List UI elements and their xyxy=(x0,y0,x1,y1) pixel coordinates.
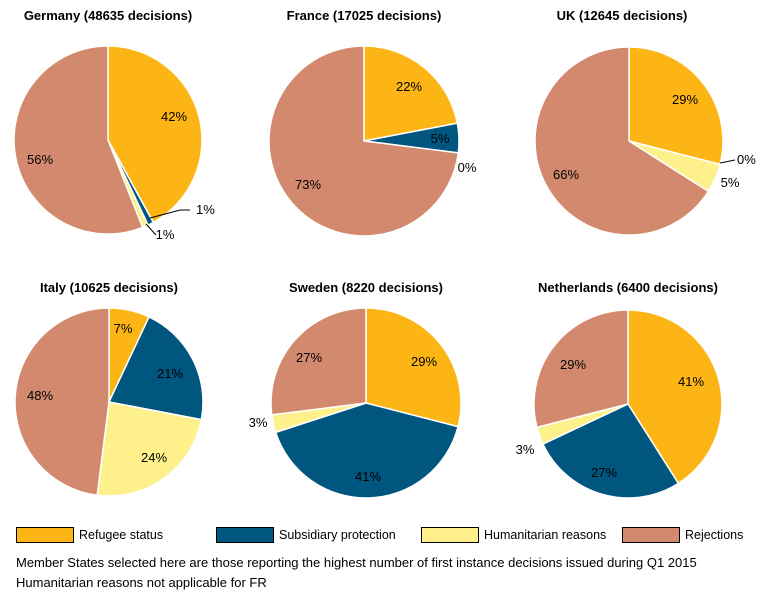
pie-slice-italy-humanitarian-reasons xyxy=(96,401,203,497)
pie-label-germany-subsidiary-protection: 1% xyxy=(196,202,215,217)
pie-label-italy-subsidiary-protection: 21% xyxy=(157,366,183,381)
pie-netherlands: Netherlands (6400 decisions) 41% 27% 3% 29% xyxy=(516,280,723,499)
legend: Refugee status Subsidiary protection Hum… xyxy=(16,526,761,546)
pie-label-uk-subsidiary-protection: 0% xyxy=(737,152,756,167)
pie-label-uk-rejections: 66% xyxy=(553,167,579,182)
pie-title-netherlands: Netherlands (6400 decisions) xyxy=(538,280,718,295)
pie-germany: Germany (48635 decisions) 42% 1% 1% 56% xyxy=(13,8,215,242)
pie-slice-netherlands-rejections xyxy=(533,309,629,429)
pie-label-germany-refugee-status: 42% xyxy=(161,109,187,124)
pie-label-france-rejections: 73% xyxy=(295,177,321,192)
pie-charts-grid: Germany (48635 decisions) 42% 1% 1% 56% Franc… xyxy=(13,8,756,499)
pie-slice-sweden-subsidiary-protection xyxy=(274,402,459,499)
pie-label-sweden-humanitarian-reasons: 3% xyxy=(249,415,268,430)
pie-italy: Italy (10625 decisions) 7% 21% 24% 48% xyxy=(14,280,204,497)
pie-label-sweden-rejections: 27% xyxy=(296,350,322,365)
legend-label-refugee-status: Refugee status xyxy=(79,528,164,542)
legend-item-refugee-status: Refugee status xyxy=(16,526,163,544)
pie-slice-sweden-rejections xyxy=(270,307,367,416)
leader-line-germany-humanitarian-reasons xyxy=(145,223,157,236)
pie-uk: UK (12645 decisions) 29% 0% 5% 66% xyxy=(534,8,756,236)
pie-title-sweden: Sweden (8220 decisions) xyxy=(289,280,443,295)
legend-item-rejections: Rejections xyxy=(622,526,743,544)
pie-label-germany-humanitarian-reasons: 1% xyxy=(156,227,175,242)
leader-line-uk-subsidiary-protection xyxy=(719,159,736,164)
pie-title-uk: UK (12645 decisions) xyxy=(557,8,688,23)
pie-slice-uk-refugee-status xyxy=(628,46,724,166)
legend-label-subsidiary-protection: Subsidiary protection xyxy=(279,528,396,542)
pie-label-france-refugee-status: 22% xyxy=(396,79,422,94)
note-selection: Member States selected here are those re… xyxy=(16,555,697,570)
pie-slice-germany-refugee-status xyxy=(107,45,203,224)
pie-label-uk-refugee-status: 29% xyxy=(672,92,698,107)
pie-title-france: France (17025 decisions) xyxy=(287,8,442,23)
pie-label-italy-humanitarian-reasons: 24% xyxy=(141,450,167,465)
leader-line-germany-subsidiary-protection xyxy=(149,209,190,219)
pie-slice-sweden-refugee-status xyxy=(365,307,462,428)
pie-slice-france-rejections xyxy=(268,45,460,237)
legend-swatch-refugee-status xyxy=(16,527,74,543)
pie-label-netherlands-subsidiary-protection: 27% xyxy=(591,465,617,480)
legend-item-subsidiary-protection: Subsidiary protection xyxy=(216,526,396,544)
pie-label-france-humanitarian-reasons: 0% xyxy=(458,160,477,175)
pie-france: France (17025 decisions) 22% 5% 0% 73% xyxy=(268,8,477,237)
pie-label-netherlands-humanitarian-reasons: 3% xyxy=(516,442,535,457)
legend-swatch-humanitarian-reasons xyxy=(421,527,479,543)
legend-label-rejections: Rejections xyxy=(685,528,744,542)
pie-slice-netherlands-subsidiary-protection xyxy=(541,403,680,499)
pie-slice-france-refugee-status xyxy=(363,45,459,142)
pie-label-sweden-subsidiary-protection: 41% xyxy=(355,469,381,484)
legend-swatch-subsidiary-protection xyxy=(216,527,274,543)
legend-swatch-rejections xyxy=(622,527,680,543)
note-humanitarian: Humanitarian reasons not applicable for … xyxy=(16,575,267,590)
legend-label-humanitarian-reasons: Humanitarian reasons xyxy=(484,528,607,542)
pie-slice-italy-rejections xyxy=(14,307,110,497)
pie-label-germany-rejections: 56% xyxy=(27,152,53,167)
pie-title-italy: Italy (10625 decisions) xyxy=(40,280,178,295)
pie-slice-germany-rejections xyxy=(13,45,144,235)
pie-label-france-subsidiary-protection: 5% xyxy=(431,131,450,146)
pie-label-sweden-refugee-status: 29% xyxy=(411,354,437,369)
pie-slice-uk-rejections xyxy=(534,46,710,236)
pie-slice-italy-subsidiary-protection xyxy=(107,315,204,421)
legend-item-humanitarian-reasons: Humanitarian reasons xyxy=(421,526,606,544)
pie-label-italy-rejections: 48% xyxy=(27,388,53,403)
pie-label-italy-refugee-status: 7% xyxy=(114,321,133,336)
pie-title-germany: Germany (48635 decisions) xyxy=(24,8,192,23)
pie-label-netherlands-refugee-status: 41% xyxy=(678,374,704,389)
pie-label-netherlands-rejections: 29% xyxy=(560,357,586,372)
pie-sweden: Sweden (8220 decisions) 29% 41% 3% 27% xyxy=(249,280,462,499)
pie-label-uk-humanitarian-reasons: 5% xyxy=(721,175,740,190)
